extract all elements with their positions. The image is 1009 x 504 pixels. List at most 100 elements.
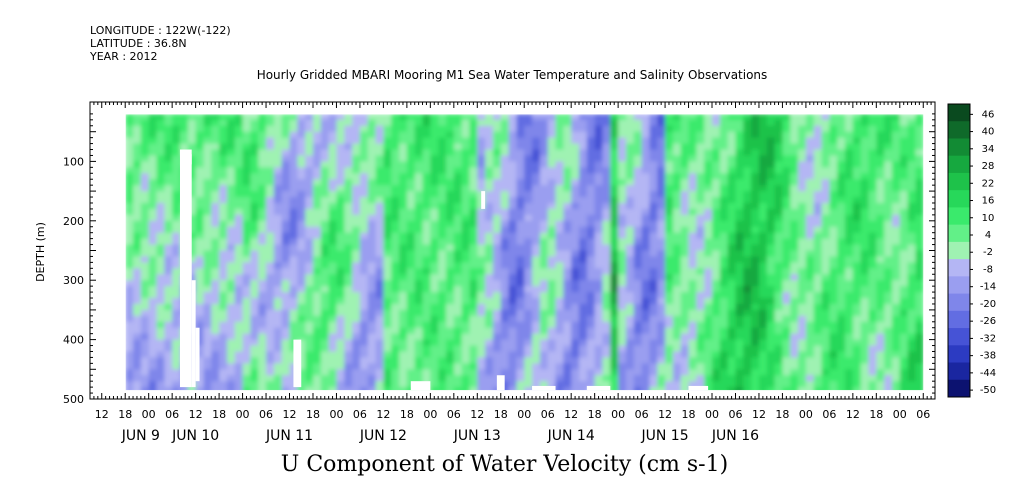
field-cell (508, 220, 518, 228)
field-cell (672, 113, 682, 121)
field-cell (258, 286, 267, 293)
field-cell (594, 369, 604, 376)
field-cell (399, 262, 408, 269)
field-cell (735, 197, 744, 204)
field-cell (234, 250, 244, 258)
field-cell (782, 220, 791, 228)
field-cell (751, 161, 760, 168)
field-cell (383, 298, 392, 305)
field-cell (414, 131, 424, 139)
field-cell (813, 274, 823, 281)
field-cell (328, 197, 338, 204)
field-cell (516, 191, 525, 198)
field-cell (289, 197, 298, 204)
field-cell (148, 244, 158, 252)
field-cell (258, 357, 267, 364)
field-cell (735, 339, 744, 347)
field-cell (500, 309, 510, 317)
field-cell (391, 173, 400, 180)
field-cell (813, 321, 823, 329)
field-cell (743, 119, 752, 127)
field-cell (391, 369, 400, 376)
field-cell (203, 298, 212, 305)
field-cell (712, 185, 721, 192)
field-cell (743, 191, 752, 198)
field-cell (884, 179, 893, 186)
field-cell (477, 375, 486, 382)
field-cell (305, 262, 314, 269)
field-cell (485, 327, 494, 335)
field-cell (438, 119, 447, 127)
field-cell (383, 345, 392, 353)
field-cell (704, 327, 713, 335)
field-cell (242, 185, 251, 192)
field-cell (845, 274, 854, 281)
field-cell (148, 309, 158, 317)
field-cell (516, 244, 525, 252)
field-cell (164, 298, 173, 305)
field-cell (766, 232, 776, 240)
field-cell (532, 173, 541, 180)
field-cell (164, 155, 173, 162)
field-cell (133, 292, 142, 299)
field-cell (751, 351, 760, 359)
field-cell (179, 143, 189, 151)
field-cell (289, 220, 298, 228)
field-cell (672, 214, 682, 222)
field-cell (375, 268, 384, 275)
field-cell (563, 381, 572, 388)
field-cell (602, 292, 611, 299)
field-cell (187, 143, 197, 151)
field-cell (242, 357, 251, 364)
field-cell (813, 113, 823, 121)
field-cell (712, 298, 721, 305)
field-cell (477, 131, 486, 139)
field-cell (610, 131, 619, 139)
field-cell (375, 315, 384, 323)
field-cell (352, 179, 361, 186)
field-cell (414, 125, 424, 133)
field-cell (367, 274, 377, 281)
field-cell (516, 143, 525, 151)
field-cell (477, 208, 486, 216)
field-cell (219, 155, 228, 162)
field-cell (805, 268, 815, 275)
field-cell (406, 327, 416, 335)
field-cell (399, 167, 408, 174)
field-cell (281, 197, 291, 204)
field-cell (422, 369, 431, 376)
field-cell (704, 381, 713, 388)
field-cell (414, 250, 424, 258)
field-cell (727, 155, 737, 162)
field-cell (305, 119, 314, 127)
field-cell (203, 167, 212, 174)
field-cell (610, 286, 619, 293)
field-cell (829, 256, 838, 263)
field-cell (383, 185, 392, 192)
field-cell (868, 179, 877, 186)
field-cell (516, 173, 525, 180)
field-cell (312, 351, 322, 359)
field-cell (907, 256, 917, 263)
field-cell (852, 381, 862, 388)
field-cell (469, 143, 478, 151)
field-cell (829, 363, 838, 370)
field-cell (907, 286, 917, 293)
field-cell (891, 268, 901, 275)
field-cell (555, 167, 564, 174)
field-cell (633, 185, 643, 192)
field-cell (352, 137, 361, 145)
field-cell (665, 357, 674, 364)
field-cell (696, 256, 705, 263)
field-cell (211, 179, 220, 186)
field-cell (242, 298, 251, 305)
field-cell (790, 167, 799, 174)
field-cell (782, 173, 791, 180)
field-cell (751, 226, 760, 234)
field-cell (430, 357, 439, 364)
field-cell (414, 327, 424, 335)
field-cell (445, 208, 455, 216)
field-cell (704, 143, 713, 151)
field-cell (813, 173, 823, 180)
field-cell (696, 381, 705, 388)
